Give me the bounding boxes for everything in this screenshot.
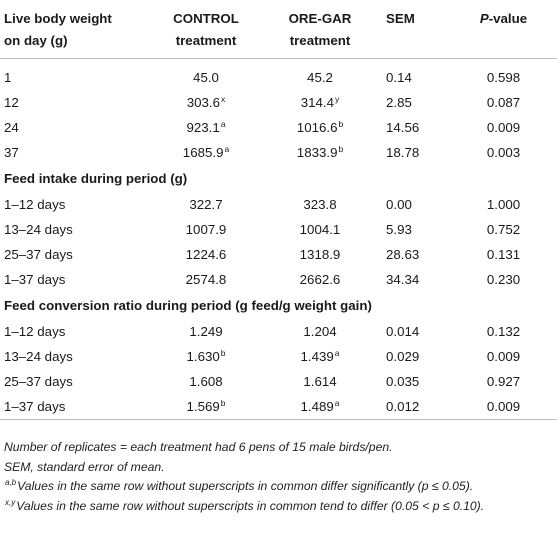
ore-gar-value: 1.489a	[262, 394, 378, 420]
control-value: 1.569b	[150, 394, 262, 420]
section-heading-feed-intake: Feed intake during period (g)	[4, 171, 188, 186]
ore-gar-value: 1.439a	[300, 348, 340, 364]
p-value: 0.009	[450, 394, 557, 420]
p-value: 0.087	[486, 95, 521, 110]
row-label: 13–24 days	[4, 222, 73, 237]
p-value: 0.009	[486, 120, 521, 135]
row-label: 12	[4, 95, 19, 110]
superscript-letter: a	[334, 398, 340, 408]
footnote-ab: a,bValues in the same row without supers…	[5, 478, 474, 494]
table-row: 1–12 days 1.249 1.204 0.014 0.132	[0, 319, 557, 344]
control-value: 1.630b	[186, 348, 226, 364]
sem-value: 2.85	[386, 95, 412, 110]
header-ore-gar: ORE-GAR treatment	[262, 0, 378, 59]
sem-value: 0.029	[386, 349, 420, 364]
section-heading-fcr: Feed conversion ratio during period (g f…	[4, 298, 372, 313]
p-value: 0.598	[486, 70, 521, 85]
row-label: 25–37 days	[4, 374, 73, 389]
p-value: 0.752	[486, 222, 521, 237]
superscript-letter: b	[220, 348, 226, 358]
table-row: 25–37 days 1224.6 1318.9 28.63 0.131	[0, 242, 557, 267]
ore-gar-value: 1.614	[303, 374, 337, 389]
control-value: 2574.8	[185, 272, 227, 287]
p-value: 0.132	[486, 324, 521, 339]
row-label: 37	[4, 145, 19, 160]
superscript-letter: b	[338, 144, 344, 154]
ore-gar-value: 1833.9b	[296, 144, 344, 160]
p-value: 0.230	[486, 272, 521, 287]
row-label: 1–12 days	[4, 324, 66, 339]
control-value: 923.1a	[186, 119, 226, 135]
table-row: 24 923.1a 1016.6b 14.56 0.009	[0, 115, 557, 140]
superscript-letter: y	[335, 94, 340, 104]
header-p-value: P-value	[450, 0, 557, 59]
superscript-letter: a	[224, 144, 230, 154]
p-value: 1.000	[486, 197, 521, 212]
table-row: 25–37 days 1.608 1.614 0.035 0.927	[0, 369, 557, 394]
ore-gar-value: 323.8	[303, 197, 337, 212]
table-row: 1–37 days 2574.8 2662.6 34.34 0.230	[0, 267, 557, 292]
ore-gar-value: 2662.6	[299, 272, 341, 287]
p-value: 0.131	[486, 247, 521, 262]
table-body: 1 45.0 45.2 0.14 0.598 12 303.6x 314.4y 2.85 0.0…	[0, 59, 557, 420]
control-value: 1007.9	[185, 222, 227, 237]
row-label: 1–37 days	[0, 394, 150, 420]
table-row: 37 1685.9a 1833.9b 18.78 0.003	[0, 140, 557, 165]
control-value: 1224.6	[185, 247, 227, 262]
table-row: 1–37 days 1.569b 1.489a 0.012 0.009	[0, 394, 557, 420]
footnote-xy: x,yValues in the same row without supers…	[5, 497, 485, 513]
superscript-letter: a	[220, 119, 226, 129]
ore-gar-value: 1004.1	[299, 222, 341, 237]
header-sem: SEM	[378, 0, 450, 59]
control-value: 1.249	[189, 324, 223, 339]
row-label: 13–24 days	[4, 349, 73, 364]
table-row: 13–24 days 1.630b 1.439a 0.029 0.009	[0, 344, 557, 369]
control-value: 45.0	[193, 70, 219, 85]
footnote-replicates: Number of replicates = each treatment ha…	[4, 440, 393, 454]
control-value: 303.6x	[186, 94, 226, 110]
ore-gar-value: 1016.6b	[296, 119, 344, 135]
superscript-letter: b	[338, 119, 344, 129]
control-value: 322.7	[189, 197, 223, 212]
sem-value: 0.012	[378, 394, 450, 420]
sem-value: 0.14	[386, 70, 412, 85]
header-control: CONTROL treatment	[150, 0, 262, 59]
row-label: 24	[4, 120, 19, 135]
p-value: 0.009	[486, 349, 521, 364]
sem-value: 0.014	[386, 324, 420, 339]
p-value: 0.927	[486, 374, 521, 389]
footnote-sem: SEM, standard error of mean.	[4, 459, 165, 474]
table-row: 13–24 days 1007.9 1004.1 5.93 0.752	[0, 217, 557, 242]
sem-value: 5.93	[386, 222, 412, 237]
table-row: 1–12 days 322.7 323.8 0.00 1.000	[0, 192, 557, 217]
ore-gar-value: 314.4y	[300, 94, 340, 110]
sem-value: 14.56	[386, 120, 420, 135]
sem-value: 0.00	[386, 197, 412, 212]
superscript-letter: b	[220, 398, 226, 408]
superscript-letter: a	[334, 348, 340, 358]
p-value: 0.003	[486, 145, 521, 160]
row-label: 1–12 days	[4, 197, 66, 212]
control-value: 1.608	[189, 374, 223, 389]
row-label: 1	[4, 70, 12, 85]
table-row: 1 45.0 45.2 0.14 0.598	[0, 59, 557, 91]
control-value: 1685.9a	[182, 144, 230, 160]
table-footnotes: Number of replicates = each treatment ha…	[4, 438, 556, 516]
sem-value: 18.78	[386, 145, 420, 160]
header-live-body-weight: Live body weight on day (g)	[0, 0, 150, 59]
sem-value: 28.63	[386, 247, 420, 262]
row-label: 1–37 days	[4, 272, 66, 287]
sem-value: 34.34	[386, 272, 420, 287]
sem-value: 0.035	[386, 374, 420, 389]
results-table: Live body weight on day (g) CONTROL treatm…	[0, 0, 557, 420]
table-header: Live body weight on day (g) CONTROL treatm…	[0, 0, 557, 59]
ore-gar-value: 1318.9	[299, 247, 341, 262]
superscript-letter: x	[221, 94, 226, 104]
ore-gar-value: 45.2	[307, 70, 333, 85]
ore-gar-value: 1.204	[303, 324, 337, 339]
row-label: 25–37 days	[4, 247, 73, 262]
table-row: 12 303.6x 314.4y 2.85 0.087	[0, 90, 557, 115]
